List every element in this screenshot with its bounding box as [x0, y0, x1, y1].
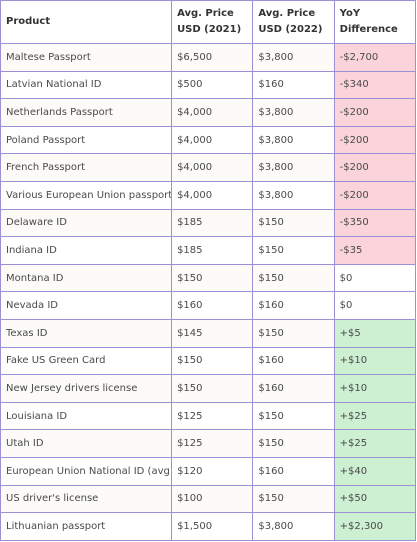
- yoy-difference-cell: -$200: [333, 180, 417, 210]
- price-2021-cell: $160: [171, 291, 254, 320]
- product-cell: Utah ID: [0, 429, 173, 458]
- yoy-difference-cell: -$340: [333, 70, 417, 100]
- product-cell: Fake US Green Card: [0, 346, 173, 376]
- price-2021-cell: $1,500: [171, 512, 254, 541]
- product-cell: US driver's license: [0, 484, 173, 514]
- product-cell: Indiana ID: [0, 236, 173, 265]
- table-row: Poland Passport $4,000 $3,800 -$200: [0, 125, 417, 155]
- price-2021-cell: $6,500: [171, 43, 254, 72]
- product-cell: New Jersey drivers license: [0, 374, 173, 403]
- table-row: Maltese Passport $6,500 $3,800 -$2,700: [0, 43, 417, 72]
- header-row: Product Avg. Price USD (2021) Avg. Price…: [0, 0, 417, 44]
- table-row: Montana ID $150 $150 $0: [0, 263, 417, 293]
- table-row: French Passport $4,000 $3,800 -$200: [0, 153, 417, 182]
- price-2022-cell: $160: [252, 346, 335, 376]
- header-price-2021: Avg. Price USD (2021): [171, 0, 254, 44]
- price-2021-cell: $4,000: [171, 125, 254, 155]
- yoy-difference-cell: +$2,300: [333, 512, 417, 541]
- price-2021-cell: $145: [171, 318, 254, 348]
- yoy-difference-cell: -$200: [333, 125, 417, 155]
- price-2022-cell: $3,800: [252, 43, 335, 72]
- price-2022-cell: $150: [252, 208, 335, 238]
- price-2022-cell: $150: [252, 429, 335, 458]
- product-cell: Delaware ID: [0, 208, 173, 238]
- table-row: Latvian National ID $500 $160 -$340: [0, 70, 417, 100]
- yoy-difference-cell: -$2,700: [333, 43, 417, 72]
- price-2022-cell: $160: [252, 374, 335, 403]
- table-row: Nevada ID $160 $160 $0: [0, 291, 417, 320]
- price-2021-cell: $100: [171, 484, 254, 514]
- product-cell: Montana ID: [0, 263, 173, 293]
- table-row: Lithuanian passport $1,500 $3,800 +$2,300: [0, 512, 417, 541]
- yoy-difference-cell: +$50: [333, 484, 417, 514]
- product-cell: Latvian National ID: [0, 70, 173, 100]
- product-cell: European Union National ID (avg.): [0, 456, 173, 486]
- price-2022-cell: $160: [252, 70, 335, 100]
- price-2022-cell: $150: [252, 318, 335, 348]
- price-2022-cell: $160: [252, 291, 335, 320]
- price-2022-cell: $3,800: [252, 98, 335, 127]
- price-2022-cell: $3,800: [252, 180, 335, 210]
- table-row: Delaware ID $185 $150 -$350: [0, 208, 417, 238]
- price-2021-cell: $500: [171, 70, 254, 100]
- price-2021-cell: $150: [171, 374, 254, 403]
- price-2021-cell: $4,000: [171, 180, 254, 210]
- yoy-difference-cell: +$40: [333, 456, 417, 486]
- yoy-difference-cell: +$5: [333, 318, 417, 348]
- yoy-difference-cell: +$25: [333, 429, 417, 458]
- yoy-difference-cell: -$200: [333, 98, 417, 127]
- price-2021-cell: $150: [171, 346, 254, 376]
- price-2022-cell: $150: [252, 401, 335, 431]
- price-2022-cell: $150: [252, 263, 335, 293]
- price-2021-cell: $185: [171, 208, 254, 238]
- table-row: Texas ID $145 $150 +$5: [0, 318, 417, 348]
- table-body: Maltese Passport $6,500 $3,800 -$2,700 Latvi…: [0, 43, 417, 541]
- header-price-2022: Avg. Price USD (2022): [252, 0, 335, 44]
- table-row: New Jersey drivers license $150 $160 +$10: [0, 374, 417, 403]
- table-row: Fake US Green Card $150 $160 +$10: [0, 346, 417, 376]
- table-row: Various European Union passports $4,000 $3…: [0, 180, 417, 210]
- yoy-difference-cell: -$350: [333, 208, 417, 238]
- table-row: Indiana ID $185 $150 -$35: [0, 236, 417, 265]
- price-2022-cell: $3,800: [252, 125, 335, 155]
- table-row: US driver's license $100 $150 +$50: [0, 484, 417, 514]
- product-cell: Texas ID: [0, 318, 173, 348]
- table-header: Product Avg. Price USD (2021) Avg. Price…: [0, 0, 417, 44]
- product-cell: Lithuanian passport: [0, 512, 173, 541]
- header-yoy-difference: YoY Difference: [333, 0, 417, 44]
- yoy-difference-cell: $0: [333, 291, 417, 320]
- yoy-difference-cell: +$10: [333, 346, 417, 376]
- yoy-difference-cell: $0: [333, 263, 417, 293]
- price-2021-cell: $125: [171, 429, 254, 458]
- price-2022-cell: $150: [252, 484, 335, 514]
- price-2021-cell: $125: [171, 401, 254, 431]
- price-2021-cell: $4,000: [171, 98, 254, 127]
- price-2022-cell: $150: [252, 236, 335, 265]
- product-cell: Netherlands Passport: [0, 98, 173, 127]
- yoy-difference-cell: +$10: [333, 374, 417, 403]
- price-2021-cell: $185: [171, 236, 254, 265]
- price-2022-cell: $3,800: [252, 153, 335, 182]
- product-cell: Nevada ID: [0, 291, 173, 320]
- yoy-difference-cell: -$35: [333, 236, 417, 265]
- price-2022-cell: $3,800: [252, 512, 335, 541]
- yoy-difference-cell: -$200: [333, 153, 417, 182]
- price-2021-cell: $150: [171, 263, 254, 293]
- table-row: Utah ID $125 $150 +$25: [0, 429, 417, 458]
- product-cell: French Passport: [0, 153, 173, 182]
- header-product: Product: [0, 0, 173, 44]
- product-cell: Louisiana ID: [0, 401, 173, 431]
- price-2021-cell: $120: [171, 456, 254, 486]
- price-2021-cell: $4,000: [171, 153, 254, 182]
- table-row: Louisiana ID $125 $150 +$25: [0, 401, 417, 431]
- product-cell: Maltese Passport: [0, 43, 173, 72]
- product-cell: Poland Passport: [0, 125, 173, 155]
- yoy-difference-cell: +$25: [333, 401, 417, 431]
- price-2022-cell: $160: [252, 456, 335, 486]
- product-cell: Various European Union passports: [0, 180, 173, 210]
- table-row: Netherlands Passport $4,000 $3,800 -$200: [0, 98, 417, 127]
- table-row: European Union National ID (avg.) $120 $16…: [0, 456, 417, 486]
